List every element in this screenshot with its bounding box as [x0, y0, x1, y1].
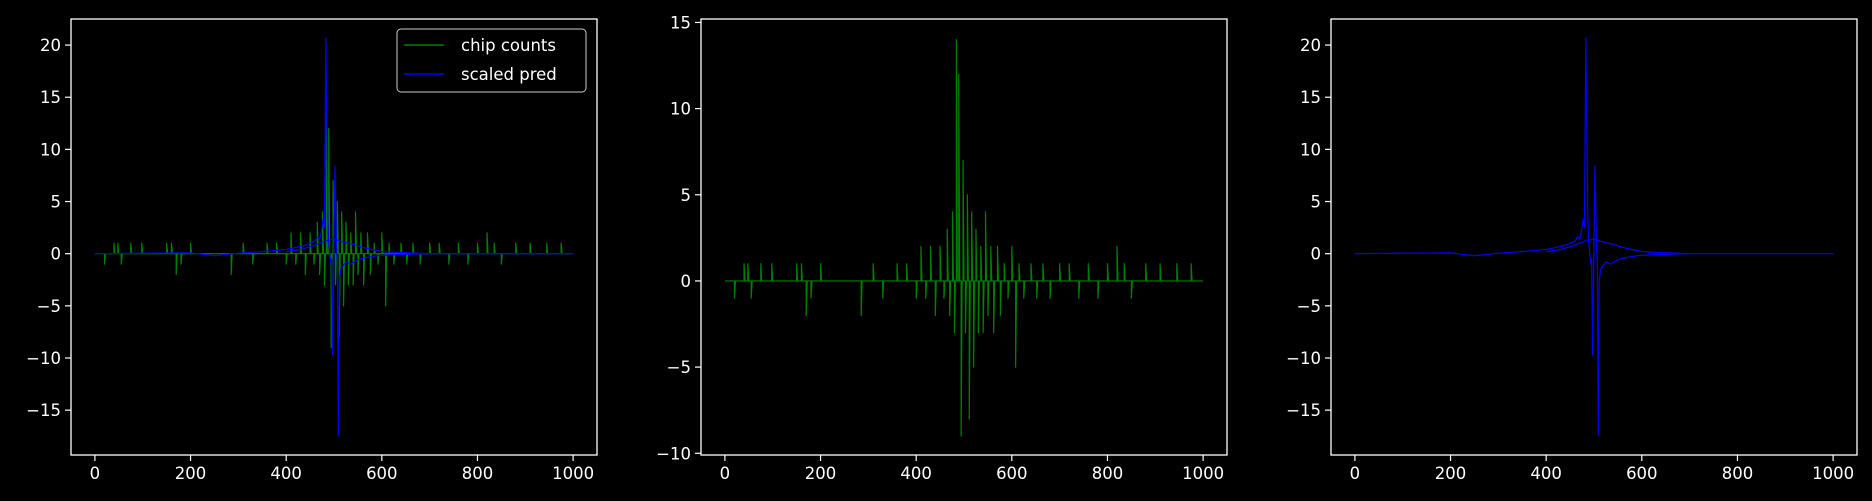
legend-label-scaled-pred: scaled pred — [461, 65, 557, 84]
y-tick-label: 15 — [670, 13, 691, 32]
x-tick-label: 800 — [1092, 464, 1124, 483]
x-tick-label: 400 — [270, 464, 302, 483]
y-tick-label: −15 — [26, 401, 61, 420]
y-tick-label: −15 — [1286, 401, 1321, 420]
axes: 0 200 400 600 800 1000 −15 −10 −5 0 5 10 15 20 — [26, 36, 594, 483]
y-tick-label: 10 — [1300, 140, 1321, 159]
x-tick-label: 1000 — [1182, 464, 1224, 483]
x-tick-label: 600 — [366, 464, 398, 483]
x-tick-label: 400 — [900, 464, 932, 483]
x-tick-label: 200 — [1435, 464, 1467, 483]
y-tick-label: 20 — [40, 36, 61, 55]
y-tick-label: 5 — [51, 193, 62, 212]
chart-panel-2: 0 200 400 600 800 1000 −10 −5 0 5 10 15 — [656, 13, 1228, 483]
y-tick-label: −5 — [37, 297, 61, 316]
x-tick-label: 800 — [462, 464, 494, 483]
legend-frame — [396, 28, 587, 93]
y-tick-label: −5 — [1297, 297, 1321, 316]
chart-panel-3: 0 200 400 600 800 1000 −15 −10 −5 0 5 10 15 20 — [1286, 18, 1858, 483]
y-tick-label: 0 — [51, 245, 62, 264]
y-tick-label: 10 — [40, 140, 61, 159]
series-line-series-2 — [286, 238, 430, 255]
series-line-series-1 — [1546, 238, 1690, 255]
series-line-chip-counts — [94, 107, 574, 349]
y-tick-label: 15 — [1300, 88, 1321, 107]
y-tick-label: 15 — [40, 88, 61, 107]
y-tick-label: 5 — [681, 186, 692, 205]
y-tick-label: −10 — [1286, 349, 1321, 368]
legend: chip counts scaled pred — [396, 28, 587, 93]
series-layer — [94, 37, 574, 436]
series-line-series-0 — [1354, 37, 1834, 436]
x-tick-label: 200 — [805, 464, 837, 483]
x-tick-label: 600 — [1626, 464, 1658, 483]
legend-label-chip-counts: chip counts — [461, 36, 556, 55]
series-layer — [1354, 37, 1834, 436]
x-tick-label: 1000 — [552, 464, 594, 483]
x-tick-label: 400 — [1530, 464, 1562, 483]
series-layer — [724, 39, 1204, 437]
x-tick-label: 200 — [175, 464, 207, 483]
y-tick-label: −5 — [667, 358, 691, 377]
series-line-series-0 — [724, 39, 1204, 437]
x-tick-label: 600 — [996, 464, 1028, 483]
axes: 0 200 400 600 800 1000 −15 −10 −5 0 5 10 15 20 — [1286, 36, 1854, 483]
y-tick-label: −10 — [656, 444, 691, 463]
y-tick-label: 0 — [681, 272, 692, 291]
x-tick-label: 0 — [90, 464, 101, 483]
y-tick-label: −10 — [26, 349, 61, 368]
y-tick-label: 20 — [1300, 36, 1321, 55]
x-tick-label: 0 — [1350, 464, 1361, 483]
x-tick-label: 800 — [1722, 464, 1754, 483]
axes: 0 200 400 600 800 1000 −10 −5 0 5 10 15 — [656, 13, 1224, 483]
y-tick-label: 10 — [670, 100, 691, 119]
x-tick-label: 0 — [720, 464, 731, 483]
y-tick-label: 5 — [1311, 193, 1322, 212]
series-line-scaled-pred — [94, 37, 574, 436]
chart-panel-1: 0 200 400 600 800 1000 −15 −10 −5 0 5 10 15 20 chip c… — [26, 18, 598, 483]
y-tick-label: 0 — [1311, 245, 1322, 264]
x-tick-label: 1000 — [1812, 464, 1854, 483]
